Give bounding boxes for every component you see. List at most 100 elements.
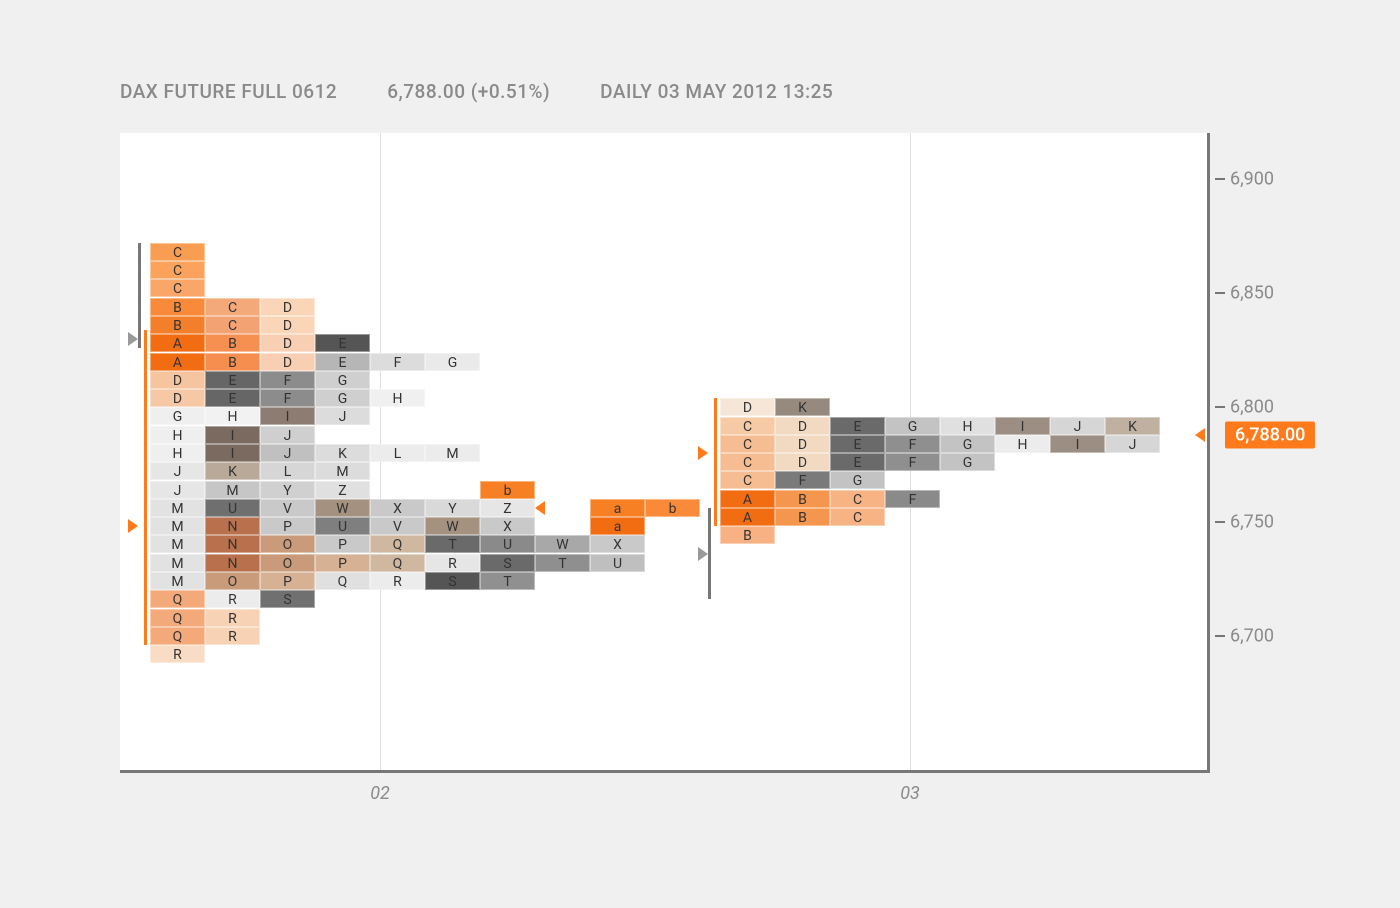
tpo-cell: R <box>150 645 205 663</box>
tpo-cell: D <box>150 371 205 389</box>
tpo-cell: G <box>315 389 370 407</box>
tpo-cell: N <box>205 554 260 572</box>
tpo-cell: W <box>315 499 370 517</box>
tpo-cell: W <box>535 535 590 553</box>
tpo-cell: M <box>150 554 205 572</box>
tpo-cell: C <box>205 298 260 316</box>
tpo-cell: C <box>150 279 205 297</box>
poc-arrow-icon <box>128 519 138 533</box>
tpo-cell: F <box>370 353 425 371</box>
tpo-cell: K <box>205 462 260 480</box>
tpo-cell: P <box>260 572 315 590</box>
tpo-cell: S <box>480 554 535 572</box>
tpo-cell: G <box>315 371 370 389</box>
tpo-cell: P <box>315 554 370 572</box>
tpo-cell: K <box>1105 417 1160 435</box>
y-axis-label: 6,750 <box>1230 511 1274 532</box>
tpo-cell: Q <box>370 535 425 553</box>
tpo-cell: K <box>775 398 830 416</box>
tpo-cell: D <box>775 453 830 471</box>
tpo-cell: J <box>1105 435 1160 453</box>
tpo-cell: C <box>150 261 205 279</box>
poc-arrow-icon <box>698 446 708 460</box>
tpo-cell: G <box>425 353 480 371</box>
tpo-cell: X <box>590 535 645 553</box>
tpo-cell: M <box>150 499 205 517</box>
tpo-cell: C <box>830 490 885 508</box>
y-tick <box>1215 521 1225 523</box>
tpo-cell: C <box>150 243 205 261</box>
x-axis-label: 02 <box>370 783 390 804</box>
tpo-cell: K <box>315 444 370 462</box>
tpo-cell: R <box>370 572 425 590</box>
tpo-cell: U <box>590 554 645 572</box>
tpo-cell: N <box>205 535 260 553</box>
tpo-cell: I <box>260 407 315 425</box>
chart-card: DAX FUTURE FULL 0612 6,788.00 (+0.51%) D… <box>30 30 1370 878</box>
tpo-cell: E <box>830 453 885 471</box>
tpo-cell: C <box>720 471 775 489</box>
x-axis-label: 03 <box>900 783 920 804</box>
plot-area[interactable]: CCCBCDBCDABDEABDEFGDEFGDEFGHGHIJHIJHIJKL… <box>120 133 1210 773</box>
tpo-cell: X <box>480 517 535 535</box>
tpo-cell: R <box>205 627 260 645</box>
tpo-cell: J <box>150 481 205 499</box>
current-price-arrow-icon <box>1195 428 1205 442</box>
tpo-cell: J <box>1050 417 1105 435</box>
tpo-cell: B <box>775 508 830 526</box>
tpo-cell: D <box>260 298 315 316</box>
tpo-cell: Z <box>315 481 370 499</box>
initial-balance-bar <box>138 243 141 348</box>
tpo-cell: E <box>315 353 370 371</box>
tpo-cell: I <box>205 426 260 444</box>
tpo-cell: C <box>720 417 775 435</box>
tpo-cell: J <box>260 426 315 444</box>
tpo-cell: M <box>150 535 205 553</box>
y-tick <box>1215 635 1225 637</box>
tpo-cell: M <box>315 462 370 480</box>
tpo-cell: A <box>720 508 775 526</box>
chart-area: CCCBCDBCDABDEABDEFGDEFGDEFGHGHIJHIJHIJKL… <box>120 133 1210 773</box>
tpo-cell: M <box>425 444 480 462</box>
tpo-cell: M <box>205 481 260 499</box>
tpo-cell: E <box>205 389 260 407</box>
tpo-cell: F <box>885 453 940 471</box>
tpo-cell: A <box>150 353 205 371</box>
open-arrow-icon <box>128 332 138 346</box>
y-axis-label: 6,800 <box>1230 397 1274 418</box>
tpo-cell: D <box>150 389 205 407</box>
tpo-cell: R <box>205 609 260 627</box>
y-axis-label: 6,850 <box>1230 283 1274 304</box>
tpo-cell: F <box>260 371 315 389</box>
tpo-cell: a <box>590 517 645 535</box>
tpo-cell: T <box>480 572 535 590</box>
tpo-cell: U <box>315 517 370 535</box>
tpo-cell: V <box>370 517 425 535</box>
tpo-cell: I <box>995 417 1050 435</box>
tpo-cell: N <box>205 517 260 535</box>
tpo-cell: S <box>260 590 315 608</box>
tpo-cell: G <box>885 417 940 435</box>
tpo-cell: b <box>645 499 700 517</box>
tpo-cell: T <box>425 535 480 553</box>
tpo-cell: P <box>260 517 315 535</box>
tpo-cell: Q <box>370 554 425 572</box>
tpo-cell: U <box>480 535 535 553</box>
tpo-cell: F <box>885 435 940 453</box>
tpo-cell: R <box>205 590 260 608</box>
price-change: 6,788.00 (+0.51%) <box>387 80 550 103</box>
tpo-cell: E <box>205 371 260 389</box>
tpo-cell: D <box>260 334 315 352</box>
tpo-cell: H <box>205 407 260 425</box>
tpo-cell: F <box>885 490 940 508</box>
tpo-cell: F <box>260 389 315 407</box>
tpo-cell: C <box>720 453 775 471</box>
tpo-cell: O <box>260 554 315 572</box>
tpo-cell: G <box>940 453 995 471</box>
tpo-cell: H <box>995 435 1050 453</box>
tpo-cell: M <box>150 572 205 590</box>
tpo-cell: Q <box>150 590 205 608</box>
close-arrow-icon <box>535 501 545 515</box>
tpo-cell: R <box>425 554 480 572</box>
tpo-cell: B <box>205 334 260 352</box>
